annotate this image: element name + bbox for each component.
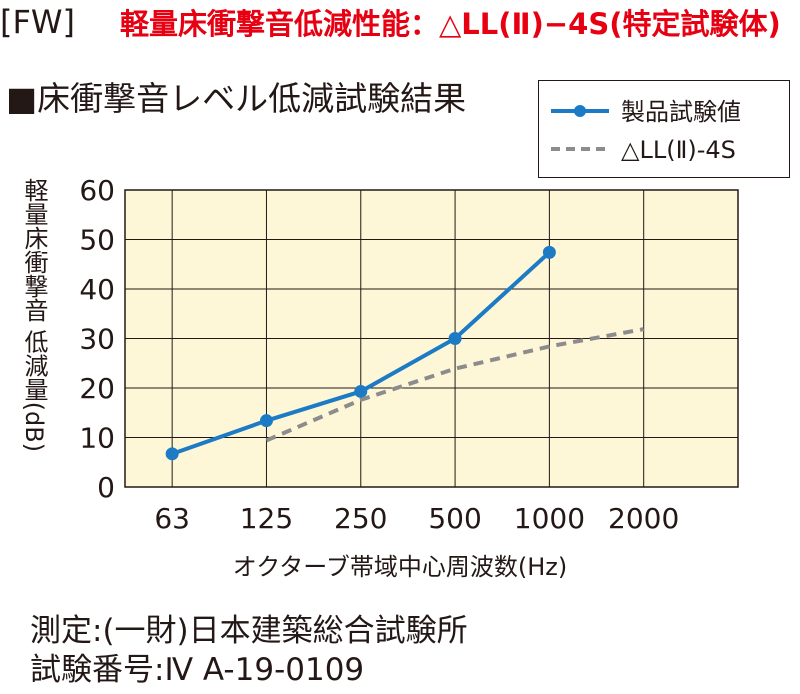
- y-tick-label: 40: [79, 273, 115, 306]
- header-tag: [FW]: [0, 3, 76, 41]
- x-tick-label: 500: [428, 502, 481, 535]
- data-point-measured: [448, 332, 462, 345]
- data-point-measured: [542, 245, 556, 259]
- legend-svg: 製品試験値 △LL(Ⅱ)-4S: [551, 98, 741, 164]
- x-tick-label: 63: [154, 502, 190, 535]
- footer-measurement-org: 測定:(一財)日本建築総合試験所: [30, 613, 468, 649]
- y-tick-label: 50: [79, 224, 115, 257]
- section-title: ■床衝撃音レベル低減試験結果: [6, 79, 467, 118]
- legend-label-measured: 製品試験値: [621, 98, 741, 126]
- y-tick-label: 30: [79, 323, 115, 356]
- data-point-measured: [165, 447, 179, 461]
- x-tick-label: 2000: [608, 502, 679, 535]
- header-title: 軽量床衝撃音低減性能：△LL(Ⅱ)−4S(特定試験体): [120, 7, 781, 41]
- y-tick-label: 20: [79, 372, 115, 405]
- data-point-measured: [354, 384, 368, 398]
- data-point-measured: [259, 414, 273, 428]
- plot-border: [124, 189, 739, 488]
- footer-test-number: 試験番号:Ⅳ A-19-0109: [30, 652, 365, 688]
- legend-label-reference: △LL(Ⅱ)-4S: [621, 136, 736, 164]
- y-tick-label: 10: [79, 422, 115, 455]
- y-axis-label: 軽量床衝撃音 低減量(dB): [20, 178, 48, 453]
- y-tick-label: 60: [79, 174, 115, 207]
- legend-marker-measured: [574, 105, 586, 117]
- x-tick-label: 250: [334, 502, 387, 535]
- x-tick-label: 1000: [514, 502, 585, 535]
- series-line-reference: [265, 327, 645, 443]
- y-tick-label: 0: [97, 471, 115, 504]
- x-axis-label: オクターブ帯域中心周波数(Hz): [232, 553, 568, 581]
- chart-legend: 製品試験値 △LL(Ⅱ)-4S: [538, 80, 790, 178]
- x-tick-label: 125: [240, 502, 293, 535]
